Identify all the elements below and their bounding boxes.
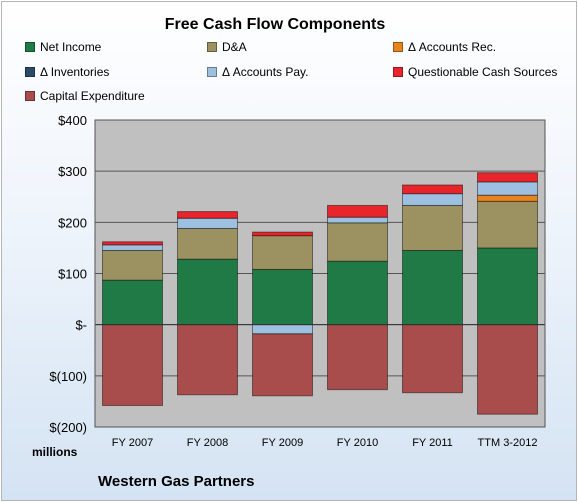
legend-swatch-accounts-pay: [207, 66, 217, 77]
y-tick-label: $(200): [49, 420, 87, 435]
bar-segment: [402, 324, 463, 394]
y-tick-label: $400: [58, 113, 87, 128]
bar-segment: [102, 324, 163, 407]
y-tick-label: $200: [58, 215, 87, 230]
bar-segment: [177, 324, 238, 396]
x-tick-label: FY 2007: [112, 437, 153, 449]
y-tick-label: $-: [75, 318, 87, 333]
bar-segment: [252, 324, 313, 335]
x-tick-label: FY 2011: [412, 437, 453, 449]
bar-segment: [477, 181, 538, 196]
bar-segment: [252, 268, 313, 326]
bar-segment: [102, 241, 163, 246]
units-label: millions: [32, 445, 78, 459]
bar-segment: [177, 217, 238, 229]
bar-segment: [477, 247, 538, 326]
legend-item-da: D&A: [207, 39, 247, 55]
legend-swatch-accounts-rec: [393, 41, 403, 52]
x-tick-label: FY 2010: [337, 437, 378, 449]
legend-label-accounts-rec: Δ Accounts Rec.: [408, 40, 497, 54]
legend-item-inventories: Δ Inventories: [25, 64, 109, 80]
bar-segment: [327, 222, 388, 262]
company-label: Western Gas Partners: [98, 473, 255, 490]
plot-border: [94, 119, 546, 428]
legend-item-accounts-pay: Δ Accounts Pay.: [207, 64, 309, 80]
bar-segment: [252, 333, 313, 397]
bar-segment: [402, 249, 463, 326]
y-tick-label: $(100): [49, 369, 87, 384]
legend-label-da: D&A: [222, 40, 247, 54]
bar-segment: [402, 204, 463, 251]
legend-label-inventories: Δ Inventories: [40, 65, 110, 79]
legend-item-accounts-rec: Δ Accounts Rec.: [393, 39, 496, 55]
legend-item-questionable-cash: Questionable Cash Sources: [393, 64, 557, 80]
legend-swatch-inventories: [25, 66, 35, 77]
chart-title: Free Cash Flow Components: [164, 16, 386, 33]
bar-segment: [477, 172, 538, 183]
bar-segment: [402, 193, 463, 206]
bar-segment: [177, 227, 238, 260]
bar-segment: [327, 324, 388, 391]
x-tick-label: FY 2008: [187, 437, 228, 449]
legend-item-capex: Capital Expenditure: [25, 88, 145, 104]
y-tick-label: $100: [58, 267, 87, 282]
bar-segment: [102, 244, 163, 251]
bar-segment: [177, 211, 238, 219]
y-tick-label: $300: [58, 164, 87, 179]
bar-segment: [252, 231, 313, 237]
x-tick-label: TTM 3-2012: [478, 437, 538, 449]
bar-segment: [102, 279, 163, 326]
legend-swatch-capex: [25, 90, 35, 101]
bar-segment: [477, 200, 538, 249]
bar-segment: [102, 249, 163, 281]
legend-swatch-da: [207, 41, 217, 52]
legend-swatch-questionable-cash: [393, 66, 403, 77]
legend-label-capex: Capital Expenditure: [40, 89, 145, 103]
legend-item-net-income: Net Income: [25, 39, 101, 55]
legend-label-accounts-pay: Δ Accounts Pay.: [222, 65, 309, 79]
bar-segment: [327, 260, 388, 326]
x-tick-label: FY 2009: [262, 437, 303, 449]
bar-segment: [402, 184, 463, 195]
bar-segment: [327, 204, 388, 218]
bar-segment: [177, 258, 238, 326]
bar-segment: [477, 194, 538, 202]
bar-segment: [327, 216, 388, 224]
legend-swatch-net-income: [25, 41, 35, 52]
bar-segment: [477, 324, 538, 415]
legend-label-questionable-cash: Questionable Cash Sources: [408, 65, 558, 79]
legend-label-net-income: Net Income: [40, 40, 102, 54]
bar-segment: [252, 235, 313, 270]
